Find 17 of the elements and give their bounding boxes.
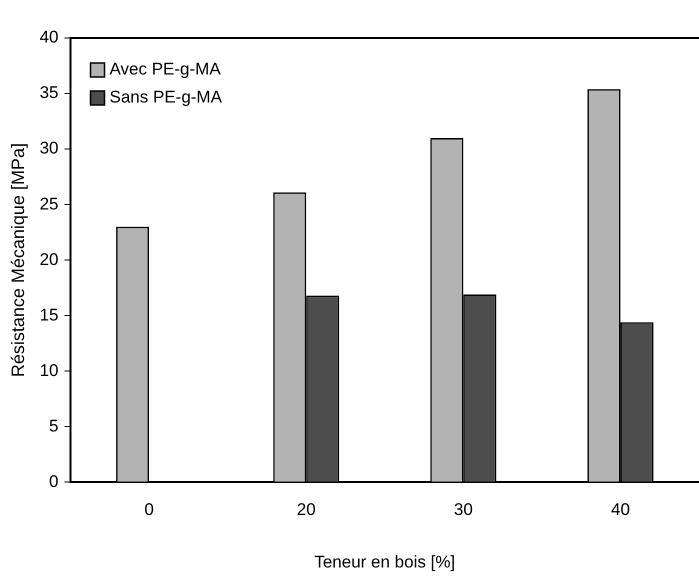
y-axis-title: Résistance Mécanique [MPa] bbox=[8, 143, 28, 378]
y-tick-label: 0 bbox=[49, 472, 59, 491]
y-tick-label: 10 bbox=[40, 360, 59, 380]
y-tick-label: 30 bbox=[40, 138, 59, 158]
x-tick-label: 40 bbox=[610, 500, 630, 520]
legend-label: Avec PE-g-MA bbox=[110, 60, 222, 79]
legend-label: Sans PE-g-MA bbox=[110, 88, 223, 107]
x-tick-label: 30 bbox=[454, 500, 473, 520]
y-tick-label: 40 bbox=[40, 28, 59, 47]
y-tick-label: 35 bbox=[40, 83, 59, 102]
y-tick-label: 15 bbox=[40, 305, 59, 324]
x-tick-label: 0 bbox=[144, 500, 154, 520]
y-tick-label: 20 bbox=[40, 250, 59, 269]
x-axis-title: Teneur en bois [%] bbox=[314, 552, 456, 572]
x-tick-label: 20 bbox=[296, 500, 316, 520]
y-tick-label: 5 bbox=[49, 416, 59, 436]
y-tick-label: 25 bbox=[40, 194, 59, 214]
